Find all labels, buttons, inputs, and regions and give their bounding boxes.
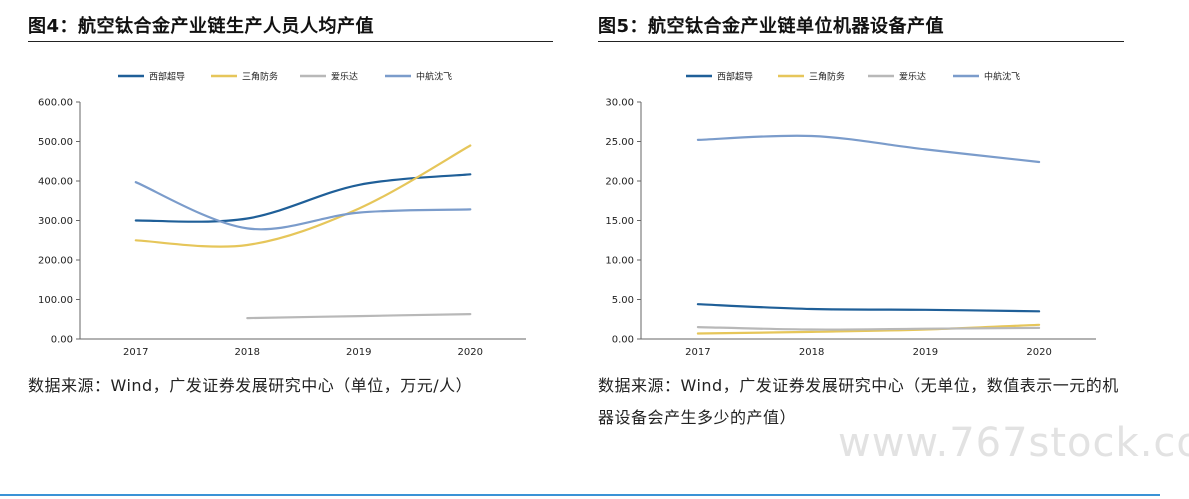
left-chart-y-tick-label-0: 0.00 bbox=[51, 335, 73, 346]
right-chart-y-tick-label-5: 25.00 bbox=[605, 137, 634, 148]
left-chart-y-tick-label-3: 300.00 bbox=[38, 216, 73, 227]
right-chart-series-line-2 bbox=[696, 326, 1041, 331]
right-chart-y-tick-label-6: 30.00 bbox=[605, 98, 634, 109]
right-chart-y-tick-label-0: 0.00 bbox=[612, 335, 634, 346]
right-chart-x-tick-label-0: 2017 bbox=[685, 347, 710, 358]
right-chart-series-line-1 bbox=[696, 323, 1041, 335]
left-chart-series-line-0 bbox=[134, 173, 472, 223]
left-chart-x-tick-label-0: 2017 bbox=[123, 347, 148, 358]
left-chart-series-line-1 bbox=[134, 144, 472, 248]
left-chart-y-tick-label-5: 500.00 bbox=[38, 137, 73, 148]
left-chart-y-tick-label-6: 600.00 bbox=[38, 98, 73, 109]
left-chart: 西部超导 三角防务 爱乐达 中航沈飞 0.00 100.00 200.00 300.00 400… bbox=[38, 71, 526, 358]
bottom-rule bbox=[0, 494, 1160, 496]
right-chart-y-tick-label-3: 15.00 bbox=[605, 216, 634, 227]
left-chart-x-tick-label-1: 2018 bbox=[235, 347, 260, 358]
right-source-note: 数据来源：Wind，广发证券发展研究中心（无单位，数值表示一元的机器设备会产生多… bbox=[598, 376, 1119, 427]
right-chart-series-line-0 bbox=[696, 303, 1041, 313]
left-figure-title: 图4：航空钛合金产业链生产人员人均产值 bbox=[28, 16, 375, 37]
right-chart-series-line-3 bbox=[696, 134, 1041, 164]
left-chart-series-line-3 bbox=[134, 181, 472, 231]
right-chart-x-tick-label-1: 2018 bbox=[799, 347, 824, 358]
right-title-rule bbox=[598, 41, 1124, 42]
left-chart-legend-label-1: 三角防务 bbox=[242, 71, 278, 83]
right-chart-y-tick-label-4: 20.00 bbox=[605, 177, 634, 188]
left-chart-series-line-2 bbox=[246, 313, 472, 320]
right-chart-legend-label-0: 西部超导 bbox=[717, 71, 753, 83]
left-chart-y-tick-label-2: 200.00 bbox=[38, 256, 73, 267]
left-chart-x-tick-label-2: 2019 bbox=[346, 347, 371, 358]
right-figure-title: 图5：航空钛合金产业链单位机器设备产值 bbox=[598, 16, 945, 37]
right-chart-legend-label-3: 中航沈飞 bbox=[984, 71, 1020, 83]
left-chart-legend-label-3: 中航沈飞 bbox=[416, 71, 452, 83]
left-chart-y-tick-label-4: 400.00 bbox=[38, 177, 73, 188]
right-chart: 西部超导 三角防务 爱乐达 中航沈飞 0.00 5.00 10.00 15.00 20.00 25… bbox=[605, 71, 1096, 358]
left-chart-legend: 西部超导 三角防务 爱乐达 中航沈飞 bbox=[118, 71, 452, 83]
left-title-rule bbox=[28, 41, 553, 42]
right-chart-y-tick-label-1: 5.00 bbox=[612, 295, 634, 306]
watermark-text: www.767stock.com bbox=[838, 420, 1189, 466]
left-chart-x-tick-label-3: 2020 bbox=[458, 347, 483, 358]
left-chart-y-tick-label-1: 100.00 bbox=[38, 295, 73, 306]
right-chart-legend: 西部超导 三角防务 爱乐达 中航沈飞 bbox=[686, 71, 1020, 83]
left-source-note: 数据来源：Wind，广发证券发展研究中心（单位，万元/人） bbox=[28, 376, 473, 395]
right-chart-legend-label-2: 爱乐达 bbox=[899, 71, 926, 83]
left-chart-legend-label-0: 西部超导 bbox=[149, 71, 185, 83]
right-chart-legend-label-1: 三角防务 bbox=[809, 71, 845, 83]
right-chart-x-tick-label-2: 2019 bbox=[913, 347, 938, 358]
right-chart-x-tick-label-3: 2020 bbox=[1026, 347, 1051, 358]
right-chart-y-tick-label-2: 10.00 bbox=[605, 256, 634, 267]
left-chart-legend-label-2: 爱乐达 bbox=[331, 71, 358, 83]
